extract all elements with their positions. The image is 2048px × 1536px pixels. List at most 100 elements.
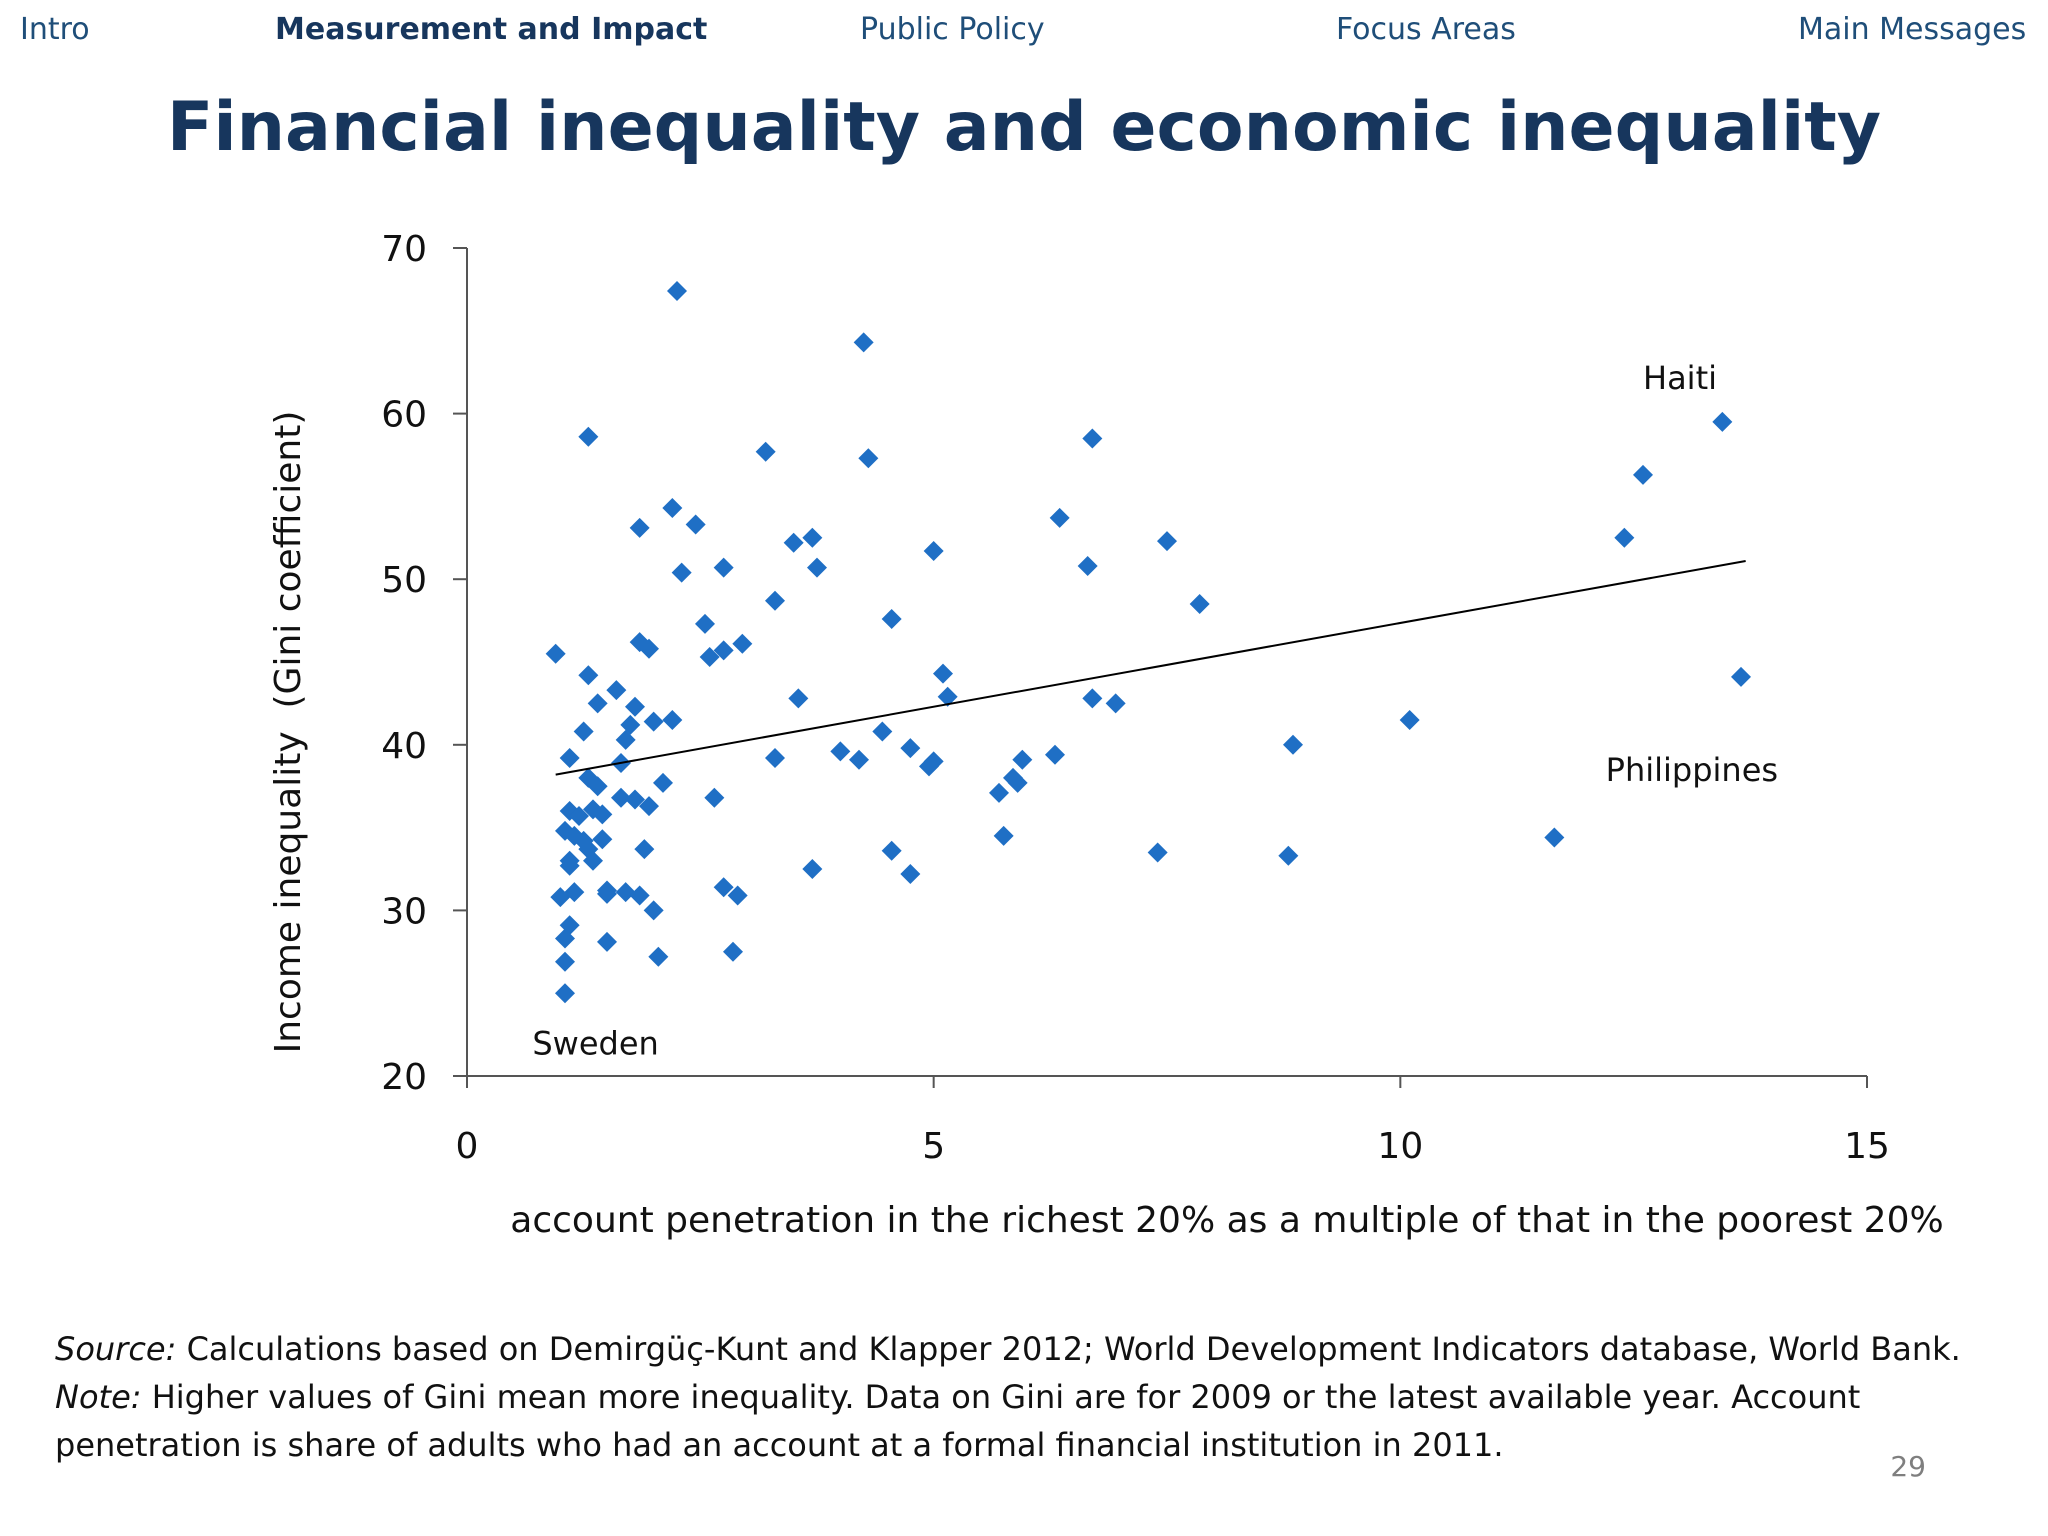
x-tick-label: 5: [922, 1126, 945, 1167]
note-text: Higher values of Gini mean more inequali…: [55, 1378, 1861, 1464]
data-point: [648, 946, 669, 967]
data-point: [1105, 693, 1126, 714]
data-point: [685, 514, 706, 535]
data-point: [858, 448, 879, 469]
data-point: [933, 663, 953, 684]
data-point: [755, 441, 776, 462]
data-point: [629, 517, 650, 538]
annotation-haiti: Haiti: [1643, 359, 1717, 397]
data-point: [662, 497, 683, 518]
data-point: [639, 796, 659, 817]
nav-item-intro[interactable]: Intro: [20, 12, 90, 47]
data-point: [559, 748, 580, 769]
data-point: [1082, 688, 1103, 709]
data-point: [1614, 527, 1635, 548]
data-point: [699, 647, 720, 668]
data-point: [783, 532, 804, 553]
data-point: [587, 693, 608, 714]
data-point: [1049, 507, 1070, 528]
data-point: [597, 883, 617, 904]
data-point: [555, 983, 575, 1004]
data-point: [643, 711, 664, 732]
data-point: [634, 839, 655, 860]
data-point: [573, 721, 594, 742]
chart-points: [545, 281, 1751, 1004]
data-point: [993, 825, 1014, 846]
data-point: [727, 885, 748, 906]
data-point: [662, 709, 683, 730]
y-tick-label: 40: [381, 726, 427, 767]
chart-annotations: Haiti Philippines Sweden: [532, 359, 1778, 1063]
chart-axes: 20 30 40 50 60 70 0 5 10 15 account penetration in…: [268, 229, 1944, 1241]
data-point: [559, 915, 580, 936]
data-point: [765, 748, 785, 769]
data-point: [849, 749, 869, 770]
slide-title: Financial inequality and economic inequa…: [166, 88, 1882, 167]
data-point: [853, 332, 874, 353]
data-point: [615, 729, 636, 750]
annotation-sweden: Sweden: [532, 1024, 658, 1062]
y-tick-label: 70: [381, 229, 427, 270]
data-point: [830, 741, 851, 762]
data-point: [1012, 749, 1033, 770]
data-point: [704, 787, 725, 808]
source-text: Calculations based on Demirgüç-Kunt and …: [186, 1330, 1961, 1368]
data-point: [1157, 531, 1177, 552]
data-point: [555, 951, 575, 972]
scatter-chart: 20 30 40 50 60 70 0 5 10 15 account penetration in…: [268, 229, 1944, 1241]
data-point: [713, 557, 734, 578]
y-tick-label: 50: [381, 560, 427, 601]
data-point: [1082, 428, 1103, 449]
data-point: [606, 680, 627, 701]
note-label: Note:: [55, 1378, 142, 1416]
data-point: [713, 640, 734, 661]
data-point: [625, 789, 645, 810]
nav-item-main-messages[interactable]: Main Messages: [1798, 12, 2027, 47]
data-point: [900, 738, 921, 759]
data-point: [732, 633, 753, 654]
data-point: [653, 772, 673, 793]
nav-item-public-policy[interactable]: Public Policy: [860, 12, 1045, 47]
y-axis-label: Income inequality (Gini coefficient): [268, 411, 309, 1054]
data-point: [937, 686, 958, 707]
y-tick-label: 60: [381, 395, 427, 436]
data-point: [989, 782, 1009, 803]
data-point: [1278, 845, 1299, 866]
page-number: 29: [1890, 1450, 1926, 1483]
data-point: [559, 855, 580, 876]
slide-footer: Source: Calculations based on Demirgüç-K…: [55, 1325, 2005, 1469]
data-point: [788, 688, 809, 709]
data-point: [881, 840, 902, 861]
data-point: [592, 804, 613, 825]
data-point: [1045, 744, 1065, 765]
data-point: [667, 281, 687, 302]
data-point: [695, 613, 715, 634]
data-point: [881, 608, 902, 629]
data-point: [802, 859, 823, 879]
data-point: [723, 941, 743, 962]
data-point: [578, 665, 599, 686]
data-point: [564, 882, 585, 903]
nav-item-focus-areas[interactable]: Focus Areas: [1336, 12, 1516, 47]
data-point: [1731, 666, 1751, 687]
data-point: [1283, 734, 1303, 755]
data-point: [1007, 772, 1028, 793]
chart-trendline: [555, 559, 1746, 776]
annotation-philippines: Philippines: [1606, 751, 1778, 789]
trendline: [555, 559, 1746, 776]
data-point: [545, 643, 566, 664]
data-point: [671, 562, 692, 583]
source-line: Source: Calculations based on Demirgüç-K…: [55, 1325, 2005, 1373]
nav-item-measurement-and-impact[interactable]: Measurement and Impact: [275, 12, 708, 47]
source-label: Source:: [55, 1330, 177, 1368]
x-tick-label: 0: [456, 1126, 479, 1167]
y-tick-label: 30: [381, 891, 427, 932]
data-point: [1399, 709, 1420, 730]
data-point: [615, 882, 636, 903]
data-point: [807, 557, 827, 578]
data-point: [592, 829, 613, 850]
data-point: [643, 900, 664, 921]
data-point: [569, 806, 589, 827]
data-point: [583, 850, 603, 871]
x-axis-label: account penetration in the richest 20% a…: [510, 1200, 1943, 1241]
